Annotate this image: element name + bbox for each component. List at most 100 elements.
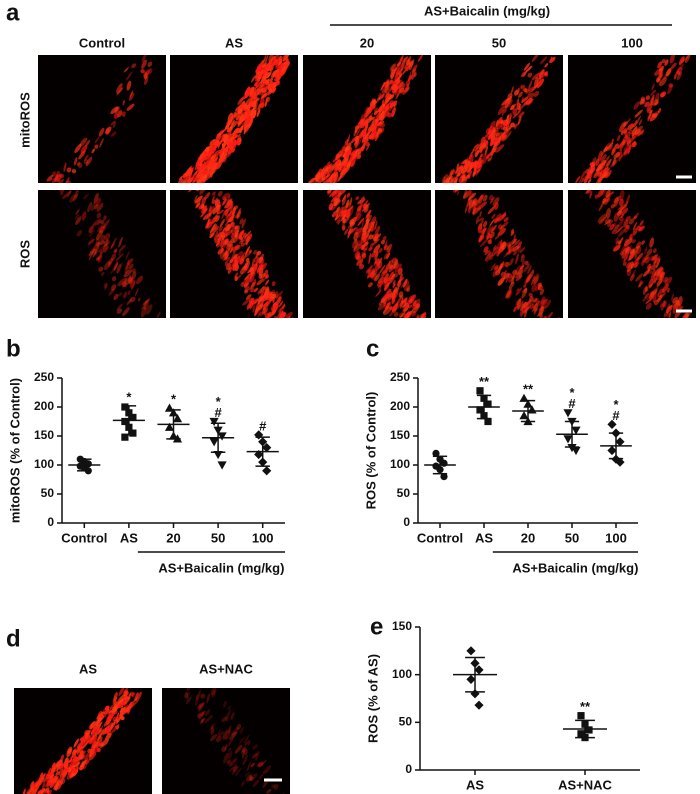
cell [597, 213, 607, 223]
data-point [213, 450, 223, 460]
cell [413, 300, 417, 307]
cell [363, 247, 367, 252]
cell [398, 291, 404, 298]
x-tick-label: AS [475, 530, 493, 545]
cell [83, 734, 87, 744]
cell [474, 150, 480, 158]
data-point [164, 422, 175, 431]
cell [95, 197, 101, 207]
cell [329, 164, 336, 172]
cell [147, 68, 153, 75]
cell [507, 241, 512, 248]
cell [250, 762, 256, 768]
cell [143, 69, 150, 78]
cell [265, 274, 269, 279]
cell [228, 747, 232, 752]
cell [514, 123, 517, 130]
cell [271, 309, 277, 316]
cell [356, 257, 364, 267]
cell [408, 298, 413, 304]
cell [239, 269, 244, 275]
cell [331, 192, 337, 199]
cell [513, 122, 520, 128]
cell [355, 253, 361, 260]
cell [205, 709, 211, 716]
cell [366, 209, 372, 217]
cell [383, 240, 388, 251]
cell [605, 207, 611, 219]
cell [349, 197, 353, 207]
cell [615, 236, 619, 245]
cell [385, 302, 391, 310]
cells [22, 688, 142, 794]
cell [107, 712, 116, 721]
cell [393, 65, 400, 74]
cell [669, 55, 675, 64]
cell [256, 264, 263, 274]
cell [374, 225, 381, 236]
cell [645, 296, 654, 305]
cell [219, 731, 224, 736]
cell [475, 216, 479, 225]
cell [472, 170, 477, 177]
cell [239, 218, 244, 225]
cell [392, 283, 396, 288]
cell [217, 729, 221, 738]
micrograph [14, 688, 152, 794]
cell [652, 291, 657, 303]
cell [677, 296, 683, 307]
cell [140, 304, 147, 310]
cell [264, 55, 269, 66]
cell [113, 262, 119, 271]
cell [639, 219, 644, 226]
cell [512, 108, 518, 116]
cell [145, 304, 153, 315]
cell [393, 286, 398, 293]
cell [608, 145, 613, 151]
cell [80, 754, 85, 760]
cell [617, 218, 625, 228]
cell [241, 780, 246, 787]
data-point [470, 658, 480, 668]
cell [484, 252, 491, 262]
cell [128, 92, 135, 101]
cell [520, 84, 524, 90]
cell [624, 238, 629, 244]
cell [501, 133, 506, 142]
cell [244, 123, 252, 133]
cell [625, 194, 631, 204]
cell [124, 282, 128, 288]
cell [105, 126, 112, 135]
cell [268, 57, 274, 68]
cell [246, 233, 253, 242]
data-point [611, 428, 621, 438]
cell [258, 762, 264, 768]
cell [371, 238, 380, 246]
cell [623, 130, 627, 135]
cell [386, 82, 390, 91]
cell [118, 292, 122, 297]
cell [523, 62, 531, 71]
cell [468, 192, 477, 201]
cell [506, 99, 513, 108]
cell [359, 118, 365, 125]
cell [96, 241, 101, 247]
cell [595, 166, 602, 172]
cell [517, 108, 522, 114]
cell [489, 231, 495, 239]
cell [375, 290, 382, 297]
data-point [121, 417, 129, 426]
cell [472, 204, 481, 214]
cell [255, 750, 260, 762]
cell [638, 221, 644, 229]
cell [87, 748, 92, 754]
cell [505, 272, 511, 284]
cell [355, 127, 361, 138]
column-label: 20 [360, 35, 374, 50]
cell [138, 297, 141, 302]
cell [536, 78, 545, 89]
cell [194, 163, 200, 171]
cell [198, 711, 205, 720]
cell [212, 139, 216, 144]
cell [221, 143, 226, 148]
